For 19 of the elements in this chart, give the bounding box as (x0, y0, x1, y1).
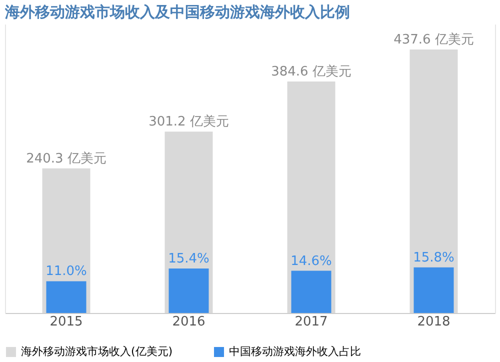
data-label: 14.6% (290, 254, 332, 269)
data-label: 384.6 亿美元 (271, 63, 352, 80)
bar (168, 268, 209, 313)
x-tick-label: 2016 (172, 314, 206, 330)
x-tick-label: 2017 (294, 314, 328, 330)
bar (414, 267, 454, 313)
x-tick-label: 2015 (50, 314, 83, 330)
data-label: 240.3 亿美元 (26, 150, 106, 166)
data-label: 437.6 亿美元 (394, 32, 474, 48)
legend-label: 海外移动游戏市场收入(亿美元) (21, 345, 173, 358)
bar (291, 270, 332, 313)
x-tick-label: 2018 (417, 314, 450, 330)
data-label: 15.8% (413, 250, 454, 266)
data-label: 11.0% (46, 264, 87, 280)
legend-label: 中国移动游戏海外收入占比 (229, 345, 361, 358)
data-label: 301.2 亿美元 (148, 114, 229, 130)
chart-title: 海外移动游戏市场收入及中国移动游戏海外收入比例 (4, 3, 350, 21)
bar (46, 281, 86, 313)
data-label: 15.4% (168, 251, 210, 266)
